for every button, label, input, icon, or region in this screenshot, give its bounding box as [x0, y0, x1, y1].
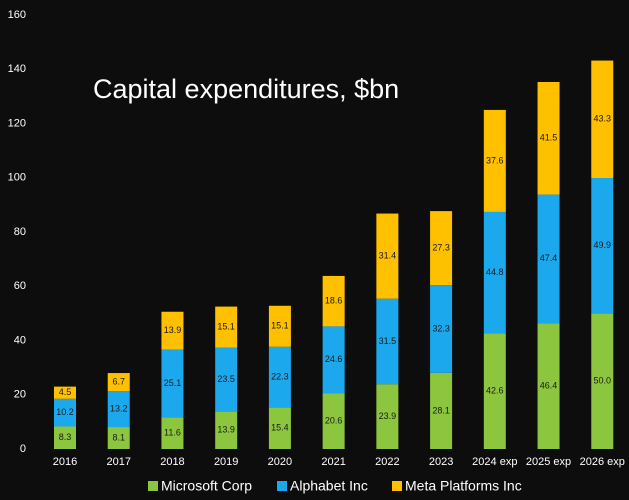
y-tick-label: 100	[8, 172, 26, 184]
value-label: 32.3	[432, 323, 450, 333]
value-label: 18.6	[325, 296, 343, 306]
bar-segment	[591, 178, 614, 314]
x-tick-label: 2023	[429, 456, 453, 468]
value-label: 27.3	[432, 243, 450, 253]
value-label: 25.1	[164, 378, 182, 388]
bar-segment	[376, 213, 399, 299]
value-label: 6.7	[112, 377, 125, 387]
bar-segment	[54, 426, 76, 449]
value-label: 8.3	[59, 432, 72, 442]
bar-segment	[268, 305, 291, 347]
value-label: 24.6	[325, 354, 343, 364]
bar-segment	[54, 386, 76, 399]
x-tick-label: 2025 exp	[526, 456, 571, 468]
bar-segment	[107, 427, 130, 449]
value-label: 49.9	[594, 240, 612, 250]
bar-segment	[161, 417, 184, 449]
value-label: 50.0	[594, 376, 612, 386]
value-label: 44.8	[486, 267, 504, 277]
bar-segment	[161, 311, 184, 350]
bar-segment	[268, 346, 291, 408]
value-label: 31.5	[379, 336, 397, 346]
x-tick-label: 2022	[375, 456, 399, 468]
bar-segment	[107, 391, 130, 428]
bar-segment	[430, 372, 453, 449]
bar-segment	[107, 373, 130, 392]
chart-title: Capital expenditures, $bn	[93, 74, 399, 104]
value-label: 47.4	[540, 253, 558, 263]
bar-segment	[591, 313, 614, 449]
value-label: 22.3	[271, 371, 289, 381]
y-tick-label: 40	[14, 334, 26, 346]
value-label: 23.5	[217, 374, 235, 384]
y-tick-label: 120	[8, 117, 26, 129]
bar-segment	[376, 384, 399, 449]
value-label: 13.9	[164, 325, 182, 335]
x-tick-label: 2026 exp	[580, 456, 625, 468]
bar-segment	[322, 275, 345, 327]
bar-segment	[322, 326, 345, 394]
value-label: 15.1	[271, 321, 289, 331]
bar-segment	[430, 285, 453, 373]
legend-swatch	[392, 481, 402, 491]
bar-segment	[215, 347, 238, 412]
value-label: 28.1	[432, 405, 450, 415]
x-tick-label: 2017	[106, 456, 130, 468]
bar-segment	[483, 211, 506, 334]
bar-segment	[591, 60, 614, 179]
value-label: 31.4	[379, 251, 397, 261]
value-label: 42.6	[486, 386, 504, 396]
y-tick-label: 0	[20, 443, 26, 455]
y-tick-label: 60	[14, 280, 26, 292]
value-label: 37.6	[486, 155, 504, 165]
x-tick-label: 2024 exp	[472, 456, 517, 468]
value-label: 23.9	[379, 411, 397, 421]
x-tick-label: 2016	[53, 456, 77, 468]
value-label: 13.9	[217, 425, 235, 435]
bar-segment	[430, 211, 453, 286]
value-label: 41.5	[540, 133, 558, 143]
bar-segment	[376, 298, 399, 385]
legend-swatch	[148, 481, 158, 491]
bar-segment	[483, 333, 506, 449]
value-label: 43.3	[594, 114, 612, 124]
y-tick-label: 140	[8, 63, 26, 75]
bar-segment	[322, 393, 345, 449]
y-tick-label: 20	[14, 389, 26, 401]
bar-segment	[483, 109, 506, 212]
value-label: 15.1	[217, 321, 235, 331]
value-label: 15.4	[271, 422, 289, 432]
bar-segment	[537, 323, 560, 449]
value-label: 20.6	[325, 415, 343, 425]
legend-swatch	[277, 481, 287, 491]
x-tick-label: 2019	[214, 456, 238, 468]
value-label: 8.1	[112, 432, 125, 442]
bar-segment	[54, 398, 76, 427]
legend-label: Alphabet Inc	[290, 478, 368, 494]
legend-label: Microsoft Corp	[161, 478, 252, 494]
x-tick-label: 2021	[321, 456, 345, 468]
x-tick-label: 2020	[268, 456, 292, 468]
y-tick-label: 80	[14, 226, 26, 238]
bar-segment	[215, 306, 238, 348]
value-label: 10.2	[56, 407, 74, 417]
bar-segment	[537, 81, 560, 195]
legend-label: Meta Platforms Inc	[405, 478, 522, 494]
bar-segment	[215, 411, 238, 449]
y-tick-label: 160	[8, 9, 26, 21]
value-label: 4.5	[59, 387, 72, 397]
value-label: 13.2	[110, 404, 128, 414]
bar-segment	[161, 349, 184, 418]
bar-segment	[268, 407, 291, 449]
value-label: 11.6	[164, 428, 181, 438]
value-label: 46.4	[540, 380, 558, 390]
bar-segment	[537, 194, 560, 324]
x-tick-label: 2018	[160, 456, 184, 468]
